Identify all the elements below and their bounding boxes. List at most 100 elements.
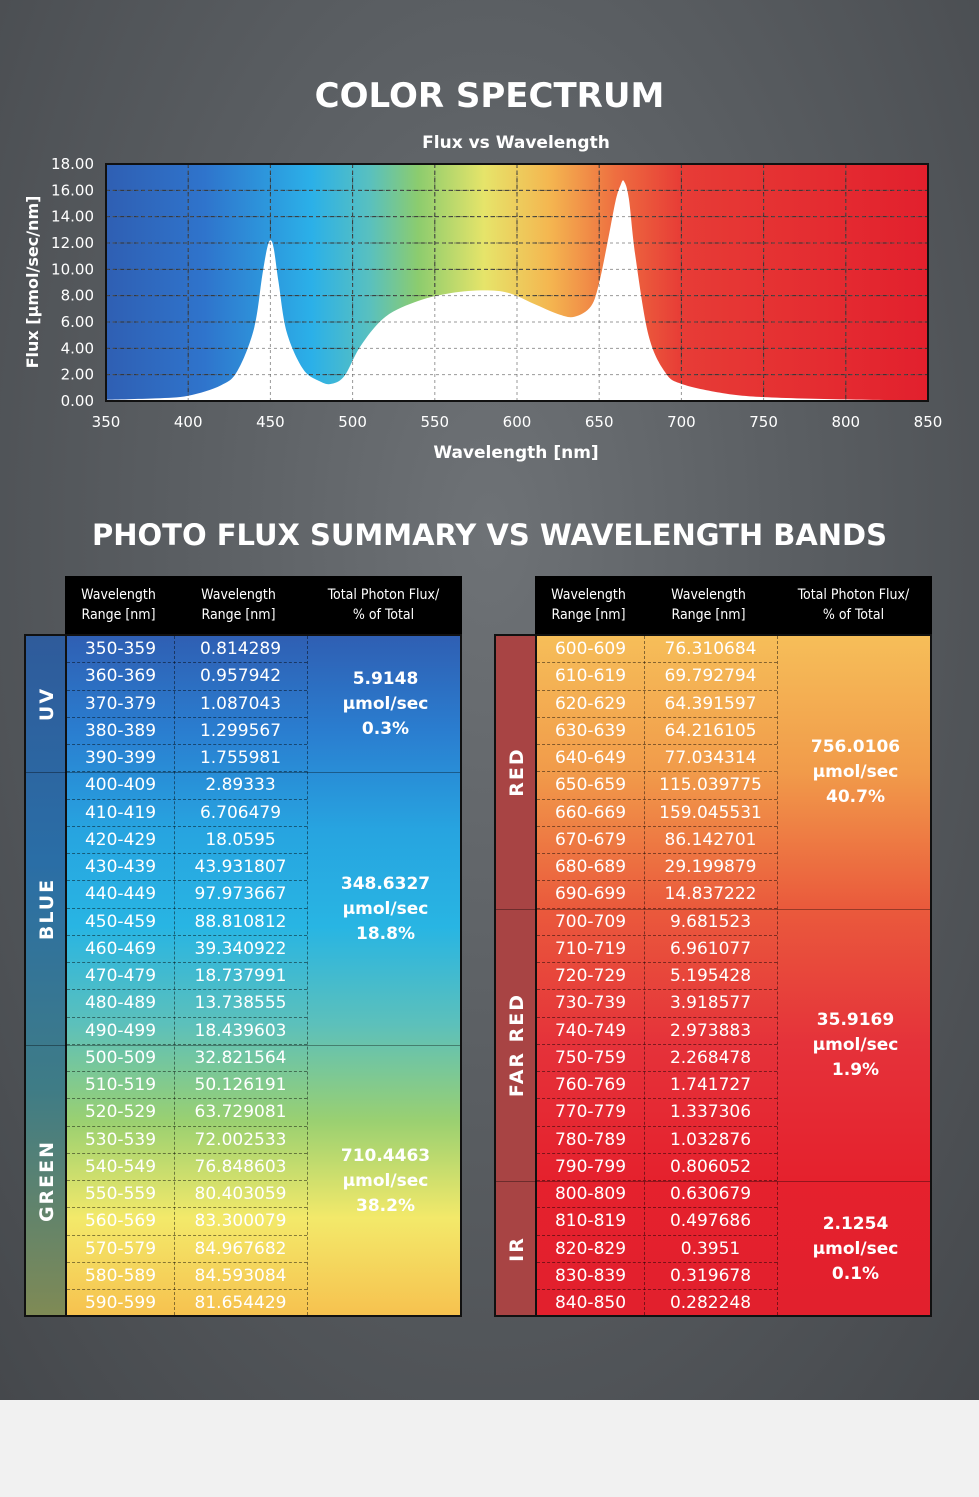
- y-tick-label: 6.00: [61, 313, 94, 331]
- table-row: 730-739 3.918577: [537, 990, 777, 1018]
- x-tick-label: 700: [667, 413, 696, 431]
- x-tick-labels: 350 400 450 500 550 600 650 700 750 800 850: [92, 413, 943, 431]
- table-row: 540-549 76.848603: [67, 1154, 307, 1181]
- range-cell: 500-509: [84, 1047, 157, 1068]
- band-total: 348.6327 µmol/sec 18.8%: [307, 872, 460, 947]
- table-row: 760-769 1.741727: [537, 1072, 777, 1100]
- table-row: 370-379 1.087043: [67, 691, 307, 718]
- band-total: 35.9169 µmol/sec 1.9%: [777, 1008, 930, 1083]
- x-tick-label: 800: [831, 413, 860, 431]
- flux-cell: 0.806052: [669, 1156, 752, 1177]
- band-total-flux: 756.0106: [810, 737, 901, 758]
- y-tick-label: 10.00: [51, 260, 94, 278]
- band-total-unit: µmol/sec: [342, 898, 429, 919]
- table-row: 680-689 29.199879: [537, 854, 777, 882]
- y-tick-label: 16.00: [51, 181, 94, 199]
- range-cell: 750-759: [554, 1047, 627, 1068]
- table-row: 740-749 2.973883: [537, 1018, 777, 1045]
- range-cell: 530-539: [84, 1129, 157, 1150]
- range-cell: 420-429: [84, 829, 157, 850]
- band-total-flux: 35.9169: [816, 1009, 895, 1030]
- table-row: 700-709 9.681523: [537, 909, 777, 936]
- table-row: 470-479 18.737991: [67, 963, 307, 991]
- band-total-unit: µmol/sec: [812, 1239, 899, 1260]
- column-divider: [777, 636, 778, 1316]
- flux-cell: 32.821564: [194, 1047, 287, 1068]
- range-cell: 650-659: [554, 775, 627, 796]
- flux-cell: 13.738555: [194, 993, 287, 1014]
- y-tick-label: 0.00: [61, 392, 94, 410]
- x-tick-label: 600: [503, 413, 532, 431]
- range-cell: 490-499: [84, 1020, 157, 1041]
- x-tick-label: 500: [338, 413, 367, 431]
- table-row: 770-779 1.337306: [537, 1099, 777, 1127]
- flux-cell: 84.593084: [194, 1265, 287, 1286]
- table-row: 570-579 84.967682: [67, 1236, 307, 1263]
- range-cell: 370-379: [84, 693, 157, 714]
- table-row: 580-589 84.593084: [67, 1263, 307, 1290]
- band-total-pct: 0.3%: [361, 719, 410, 740]
- x-tick-label: 850: [914, 413, 943, 431]
- table-row: 750-759 2.268478: [537, 1045, 777, 1072]
- band-total: 710.4463 µmol/sec 38.2%: [307, 1144, 460, 1219]
- flux-cell: 0.282248: [669, 1293, 752, 1313]
- data-area: 600-609 76.310684 610-619 69.792794 620-629 6…: [537, 636, 930, 1316]
- range-cell: 670-679: [554, 829, 627, 850]
- range-cell: 700-709: [554, 911, 627, 932]
- range-cell: 460-469: [84, 938, 157, 959]
- x-tick-label: 400: [174, 413, 203, 431]
- flux-cell: 1.299567: [199, 720, 282, 741]
- flux-cell: 72.002533: [194, 1129, 287, 1150]
- range-cell: 440-449: [84, 884, 157, 905]
- range-cell: 570-579: [84, 1238, 157, 1259]
- flux-cell: 1.032876: [669, 1129, 752, 1150]
- range-cell: 410-419: [84, 802, 157, 823]
- flux-cell: 97.973667: [194, 884, 287, 905]
- y-axis-label: Flux [µmol/sec/nm]: [23, 196, 42, 369]
- range-cell: 760-769: [554, 1075, 627, 1095]
- range-cell: 520-529: [84, 1102, 157, 1123]
- table-row: 460-469 39.340922: [67, 936, 307, 963]
- range-cell: 680-689: [554, 857, 627, 877]
- flux-cell: 18.737991: [194, 966, 287, 986]
- table-row: 810-819 0.497686: [537, 1208, 777, 1236]
- range-cell: 600-609: [554, 639, 627, 659]
- band-total-pct: 1.9%: [831, 1059, 880, 1080]
- table-row: 430-439 43.931807: [67, 854, 307, 882]
- table-row: 670-679 86.142701: [537, 827, 777, 854]
- table-body: 600-609 76.310684 610-619 69.792794 620-629 6…: [494, 634, 932, 1318]
- flux-cell: 159.045531: [659, 802, 762, 823]
- band-total-unit: µmol/sec: [812, 762, 899, 783]
- table-row: 800-809 0.630679: [537, 1181, 777, 1209]
- table-row: 710-719 6.961077: [537, 936, 777, 963]
- band-total-flux: 348.6327: [340, 873, 431, 894]
- table-row: 450-459 88.810812: [67, 909, 307, 936]
- flux-cell: 76.310684: [664, 639, 757, 659]
- flux-cell: 1.337306: [669, 1102, 752, 1123]
- range-cell: 640-649: [554, 748, 627, 768]
- y-tick-label: 2.00: [61, 366, 94, 384]
- flux-cell: 0.3951: [680, 1238, 741, 1259]
- flux-cell: 63.729081: [194, 1102, 287, 1123]
- table-row: 400-409 2.89333: [67, 772, 307, 800]
- flux-cell: 86.142701: [664, 829, 757, 850]
- table-row: 660-669 159.045531: [537, 800, 777, 827]
- table-row: 500-509 32.821564: [67, 1045, 307, 1072]
- table-row: 360-369 0.957942: [67, 663, 307, 691]
- range-cell: 620-629: [554, 693, 627, 714]
- spec-sheet-page: COLOR SPECTRUM Flux vs Wavelength 350 400…: [0, 0, 979, 1400]
- band-label: GREEN: [35, 1139, 58, 1223]
- band-separator: [26, 772, 460, 774]
- y-tick-label: 12.00: [51, 234, 94, 252]
- range-cell: 590-599: [84, 1293, 157, 1313]
- range-cell: 740-749: [554, 1020, 627, 1041]
- table-row: 380-389 1.299567: [67, 718, 307, 745]
- left-flux-table: Wavelength Range [nm] Wavelength Range [n…: [24, 576, 462, 1321]
- flux-cell: 39.340922: [194, 938, 287, 959]
- range-cell: 820-829: [554, 1238, 627, 1259]
- flux-cell: 2.89333: [205, 775, 276, 796]
- flux-cell: 0.957942: [199, 666, 282, 687]
- flux-cell: 0.630679: [669, 1184, 752, 1204]
- flux-cell: 88.810812: [194, 911, 287, 932]
- flux-cell: 69.792794: [664, 666, 757, 687]
